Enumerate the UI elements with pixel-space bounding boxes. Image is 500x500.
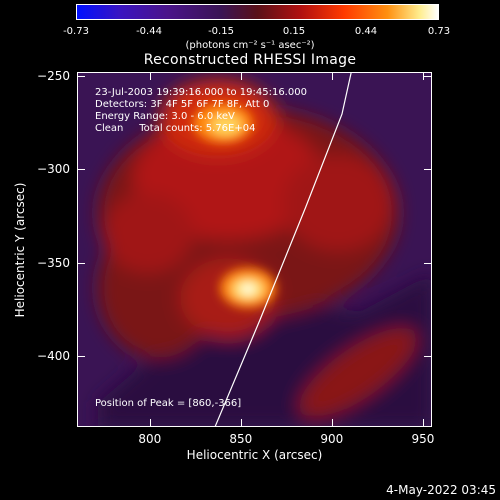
y-tick-mark (77, 356, 85, 357)
colorbar-tick: 0.73 (427, 26, 451, 37)
colorbar-tick: 0.15 (282, 26, 306, 37)
x-tick-mark (149, 419, 151, 427)
annotation-peak: Position of Peak = [860,-366] (95, 398, 242, 409)
annotation-energy: Energy Range: 3.0 - 6.0 keV (95, 111, 235, 122)
y-tick-mark (424, 262, 432, 264)
y-tick-mark (77, 262, 85, 264)
x-tick-label: 800 (138, 432, 162, 446)
x-tick-mark (240, 72, 242, 80)
colorbar (76, 4, 439, 20)
x-tick-mark (422, 72, 424, 80)
x-tick-label: 950 (411, 432, 435, 446)
colorbar-tick: -0.15 (208, 26, 234, 37)
y-tick-label: −400 (37, 349, 70, 363)
colorbar-tick: -0.44 (136, 26, 162, 37)
annotation-time: 23-Jul-2003 19:39:16.000 to 19:45:16.000 (95, 87, 307, 98)
y-tick-label: −300 (37, 162, 70, 177)
y-tick-mark (77, 169, 85, 171)
y-tick-mark (424, 356, 432, 357)
x-tick-mark (422, 419, 424, 427)
heatmap-image (78, 73, 431, 426)
x-tick-mark (331, 419, 333, 427)
x-tick-label: 850 (229, 432, 253, 446)
chart-title: Reconstructed RHESSI Image (143, 52, 357, 68)
y-tick-mark (424, 169, 432, 171)
limb-curve (214, 73, 352, 426)
plot-date: 4-May-2022 03:45 (386, 483, 496, 497)
x-axis-label: Heliocentric X (arcsec) (186, 448, 323, 462)
y-axis-label: Heliocentric Y (arcsec) (13, 182, 27, 318)
x-tick-mark (331, 72, 333, 80)
annotation-detectors: Detectors: 3F 4F 5F 6F 7F 8F, Att 0 (95, 99, 270, 110)
y-tick-mark (77, 75, 85, 77)
y-tick-mark (424, 75, 432, 77)
colorbar-tick: -0.73 (63, 26, 89, 37)
x-tick-mark (149, 72, 151, 80)
colorbar-tick: 0.44 (354, 26, 378, 37)
annotation-method: Clean Total counts: 5.76E+04 (95, 123, 256, 134)
plot-area: 23-Jul-2003 19:39:16.000 to 19:45:16.000… (77, 72, 432, 427)
colorbar-unit: (photons cm⁻² s⁻¹ asec⁻²) (185, 40, 315, 51)
y-tick-label: −250 (37, 68, 70, 83)
y-tick-label: −350 (37, 255, 70, 270)
x-tick-mark (240, 419, 242, 427)
x-tick-label: 900 (320, 432, 344, 446)
